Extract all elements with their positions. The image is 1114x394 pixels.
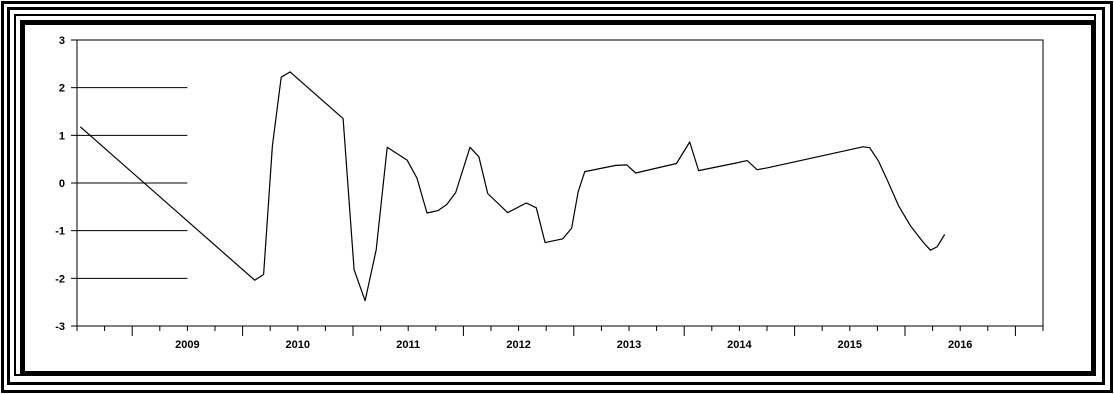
y-axis-ticks: 3 2 1 0 -1 -2 -3 — [55, 35, 77, 333]
x-tick-label: 2011 — [396, 339, 420, 351]
y-gridlines — [77, 87, 188, 279]
y-tick-label: -3 — [55, 321, 65, 333]
x-tick-label: 2013 — [617, 339, 641, 351]
x-tick-label: 2010 — [286, 339, 310, 351]
inner-frame — [7, 7, 1105, 385]
y-tick-label: 0 — [59, 178, 65, 190]
inner-frame-3 — [20, 20, 1096, 376]
series-line — [79, 71, 946, 302]
y-tick-label: 3 — [59, 35, 65, 47]
x-tick-label: 2009 — [175, 339, 199, 351]
x-tick-label: 2016 — [948, 339, 972, 351]
x-tick-label: 2015 — [838, 339, 862, 351]
y-tick-label: 1 — [59, 130, 65, 142]
plot-area — [76, 39, 1044, 327]
series-layer — [79, 71, 946, 302]
y-tick-label: -1 — [55, 226, 65, 238]
y-tick-label: 2 — [59, 83, 65, 95]
x-tick-label: 2014 — [727, 339, 752, 351]
x-axis-ticks: 2009 2010 2011 2012 2013 2014 2015 2016 — [76, 326, 1044, 351]
x-tick-label: 2012 — [506, 339, 530, 351]
y-tick-label: -2 — [55, 273, 65, 285]
